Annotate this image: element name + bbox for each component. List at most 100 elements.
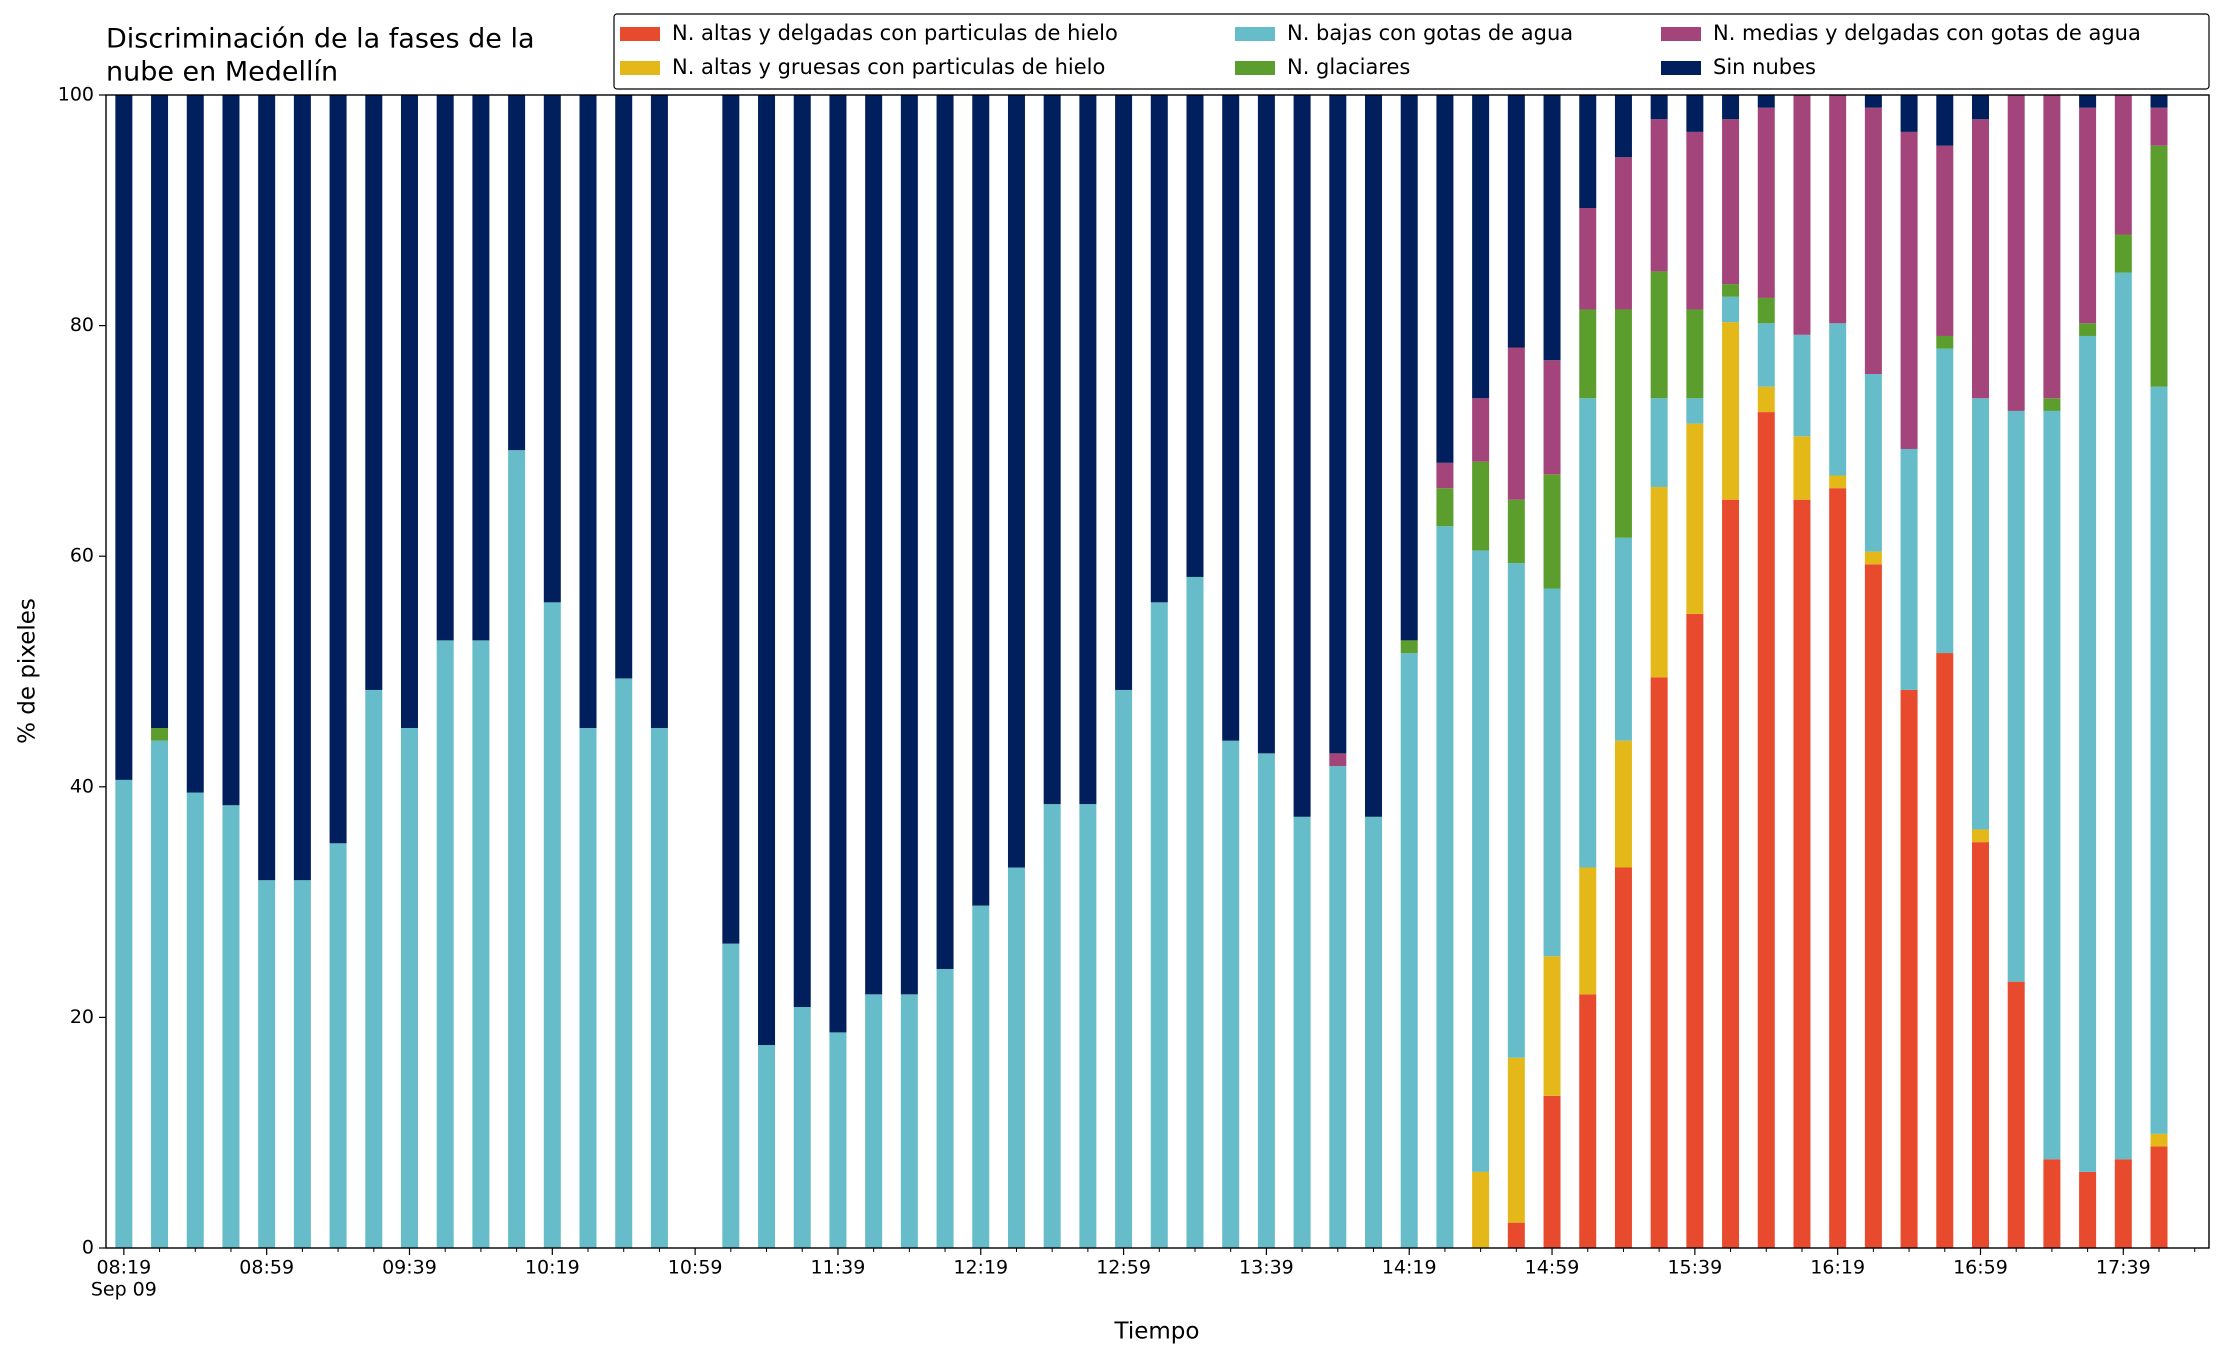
bar-segment	[1793, 499, 1811, 1248]
bar-segment	[1543, 1095, 1561, 1248]
bar-segment	[1971, 119, 1989, 399]
bar-segment	[1365, 816, 1383, 1248]
bar-segment	[2079, 107, 2097, 324]
bar-segment	[936, 95, 954, 969]
bar-segment	[1436, 95, 1454, 463]
bar-segment	[1543, 588, 1561, 957]
bar-segment	[2114, 1159, 2132, 1248]
bar-segment	[1829, 488, 1847, 1249]
x-tick-label: 08:19	[96, 1257, 151, 1279]
bar-segment	[1400, 653, 1418, 1248]
bar-segment	[1150, 95, 1168, 603]
bar-segment	[2150, 145, 2168, 387]
bar-segment	[1686, 131, 1704, 310]
bar-segment	[1472, 461, 1490, 551]
bar-segment	[293, 95, 311, 881]
bar-segment	[1079, 95, 1097, 805]
bar-segment	[1864, 374, 1882, 552]
bar-segment	[1686, 398, 1704, 424]
bar-segment	[2007, 410, 2025, 982]
bar-segment	[1757, 386, 1775, 413]
bar-segment	[1722, 322, 1740, 500]
bar-segment	[1829, 323, 1847, 476]
bar-segment	[1757, 107, 1775, 298]
bar-segment	[722, 943, 740, 1248]
bar-segment	[1829, 95, 1847, 324]
bar-segment	[2043, 398, 2061, 411]
bar-segment	[936, 968, 954, 1248]
legend-label: N. glaciares	[1287, 55, 1410, 79]
x-tick-label: 12:59	[1096, 1257, 1151, 1279]
bar-segment	[1936, 335, 1954, 349]
bar-segment	[1650, 119, 1668, 272]
bar-segment	[1757, 323, 1775, 387]
bar-segment	[222, 805, 240, 1248]
bar-segment	[1793, 334, 1811, 437]
bar-segment	[2150, 386, 2168, 1134]
bar-segment	[1007, 95, 1025, 868]
bar-segment	[1507, 95, 1525, 348]
bar-segment	[400, 95, 418, 728]
bar-segment	[1936, 145, 1954, 336]
bar-segment	[650, 727, 668, 1248]
bar-segment	[1222, 740, 1240, 1248]
bar-segment	[1222, 95, 1240, 741]
bar-segment	[1900, 95, 1918, 132]
x-tick-label: 09:39	[382, 1257, 437, 1279]
bar-segment	[829, 95, 847, 1033]
bar-segment	[1971, 829, 1989, 843]
x-tick-label: 13:39	[1239, 1257, 1294, 1279]
legend-swatch	[620, 27, 660, 41]
bar-segment	[1400, 95, 1418, 641]
bar-segment	[1579, 994, 1597, 1248]
bar-segment	[1579, 309, 1597, 399]
bar-segment	[1115, 689, 1133, 1248]
bar-segment	[151, 740, 169, 1248]
bar-segment	[1900, 689, 1918, 1248]
bar-segment	[1614, 95, 1632, 158]
bar-segment	[365, 95, 383, 690]
bar-segment	[151, 727, 169, 741]
x-tick-label: 12:19	[953, 1257, 1008, 1279]
bar-segment	[1186, 576, 1204, 1248]
bar-segment	[865, 994, 883, 1248]
bar-segment	[1507, 563, 1525, 1058]
legend-swatch	[1235, 61, 1275, 75]
bar-segment	[1186, 95, 1204, 577]
y-tick-label: 0	[82, 1237, 94, 1259]
bar-segment	[508, 95, 526, 451]
bar-segment	[329, 95, 347, 844]
bar-segment	[2043, 410, 2061, 1160]
x-tick-label: 11:39	[811, 1257, 866, 1279]
bar-segment	[1365, 95, 1383, 817]
bar-segment	[1329, 766, 1347, 1248]
y-tick-label: 80	[70, 314, 94, 336]
bar-segment	[2150, 107, 2168, 146]
bar-segment	[2150, 1133, 2168, 1147]
bar-segment	[2079, 95, 2097, 108]
bar-segment	[1614, 740, 1632, 868]
x-tick-label: 14:59	[1525, 1257, 1580, 1279]
bar-segment	[1115, 95, 1133, 690]
y-tick-label: 60	[70, 545, 94, 567]
bar-segment	[1614, 537, 1632, 741]
bar-segment	[2079, 1171, 2097, 1248]
bar-segment	[1543, 956, 1561, 1096]
bar-segment	[186, 792, 204, 1248]
x-tick-label: 14:19	[1382, 1257, 1437, 1279]
bar-segment	[1507, 1057, 1525, 1223]
y-tick-label: 20	[70, 1006, 94, 1028]
bar-segment	[2150, 1146, 2168, 1248]
bar-segment	[436, 640, 454, 1248]
bar-segment	[579, 95, 597, 728]
bar-segment	[829, 1032, 847, 1248]
legend-label: N. medias y delgadas con gotas de agua	[1713, 21, 2141, 45]
bar-segment	[329, 843, 347, 1248]
bar-segment	[1043, 804, 1061, 1248]
bar-segment	[1472, 398, 1490, 462]
bar-segment	[543, 95, 561, 603]
bar-segment	[1936, 95, 1954, 146]
bar-segment	[1722, 119, 1740, 285]
bar-segment	[1864, 551, 1882, 565]
